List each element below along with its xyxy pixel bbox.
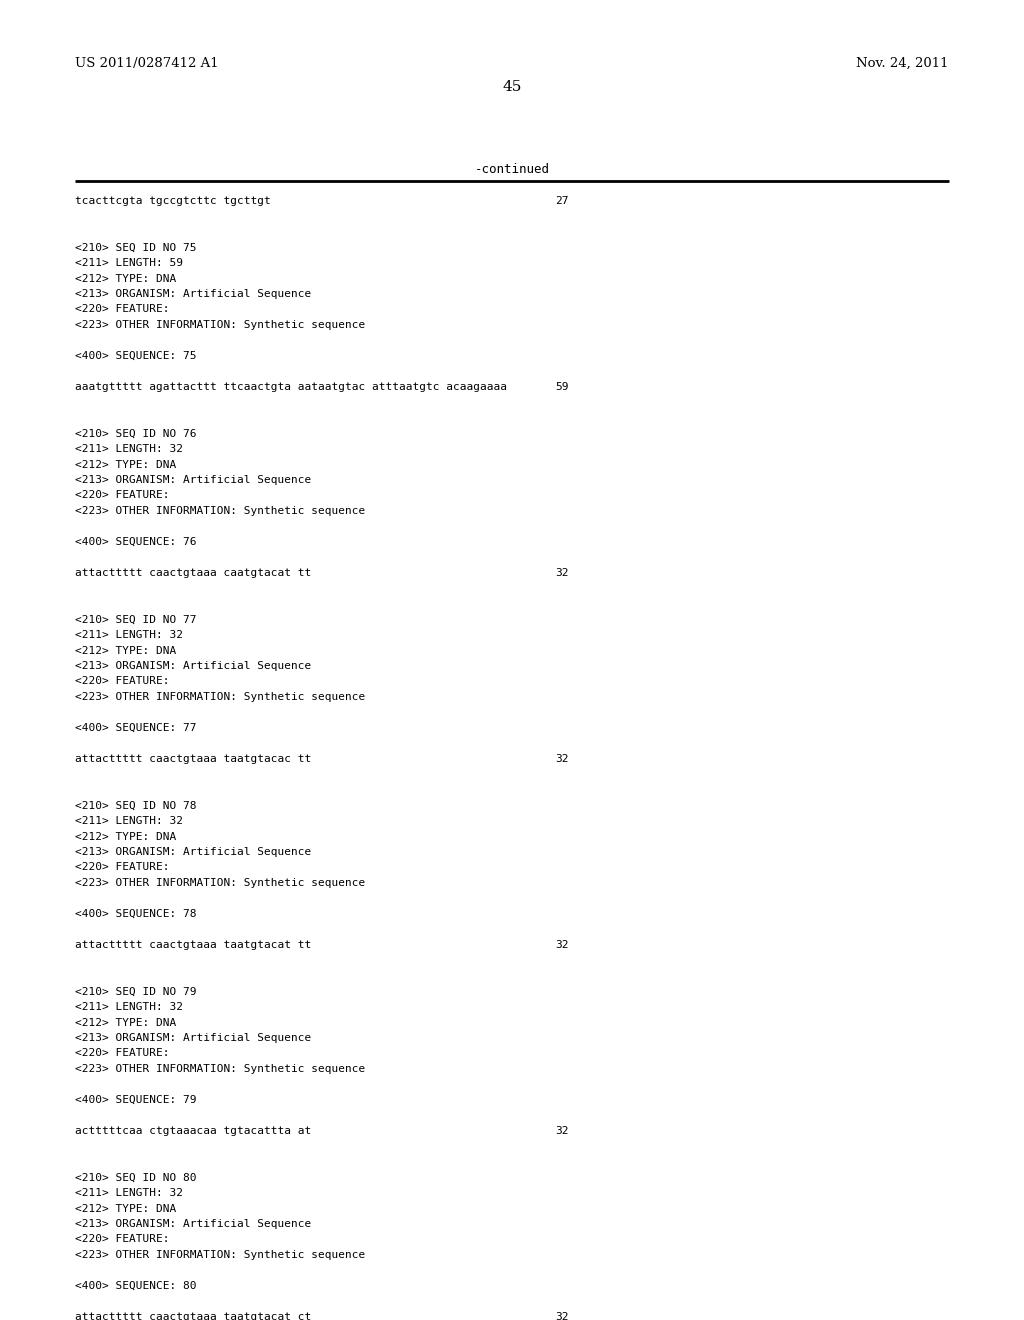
Text: 59: 59 [555, 381, 568, 392]
Text: <220> FEATURE:: <220> FEATURE: [75, 862, 170, 873]
Text: 32: 32 [555, 940, 568, 950]
Text: <400> SEQUENCE: 79: <400> SEQUENCE: 79 [75, 1096, 197, 1105]
Text: <223> OTHER INFORMATION: Synthetic sequence: <223> OTHER INFORMATION: Synthetic seque… [75, 1064, 366, 1074]
Text: 32: 32 [555, 1126, 568, 1137]
Text: attacttttt caactgtaaa taatgtacat ct: attacttttt caactgtaaa taatgtacat ct [75, 1312, 311, 1320]
Text: <220> FEATURE:: <220> FEATURE: [75, 1048, 170, 1059]
Text: <213> ORGANISM: Artificial Sequence: <213> ORGANISM: Artificial Sequence [75, 847, 311, 857]
Text: <400> SEQUENCE: 76: <400> SEQUENCE: 76 [75, 537, 197, 546]
Text: 32: 32 [555, 1312, 568, 1320]
Text: <211> LENGTH: 32: <211> LENGTH: 32 [75, 444, 183, 454]
Text: <212> TYPE: DNA: <212> TYPE: DNA [75, 1204, 176, 1213]
Text: <213> ORGANISM: Artificial Sequence: <213> ORGANISM: Artificial Sequence [75, 661, 311, 671]
Text: <211> LENGTH: 32: <211> LENGTH: 32 [75, 1188, 183, 1199]
Text: 45: 45 [503, 81, 521, 94]
Text: <220> FEATURE:: <220> FEATURE: [75, 305, 170, 314]
Text: <400> SEQUENCE: 80: <400> SEQUENCE: 80 [75, 1280, 197, 1291]
Text: <223> OTHER INFORMATION: Synthetic sequence: <223> OTHER INFORMATION: Synthetic seque… [75, 1250, 366, 1261]
Text: aaatgttttt agattacttt ttcaactgta aataatgtac atttaatgtc acaagaaaa: aaatgttttt agattacttt ttcaactgta aataatg… [75, 381, 507, 392]
Text: <211> LENGTH: 59: <211> LENGTH: 59 [75, 257, 183, 268]
Text: <212> TYPE: DNA: <212> TYPE: DNA [75, 1018, 176, 1027]
Text: <211> LENGTH: 32: <211> LENGTH: 32 [75, 630, 183, 640]
Text: <400> SEQUENCE: 77: <400> SEQUENCE: 77 [75, 723, 197, 733]
Text: <213> ORGANISM: Artificial Sequence: <213> ORGANISM: Artificial Sequence [75, 289, 311, 300]
Text: <210> SEQ ID NO 75: <210> SEQ ID NO 75 [75, 243, 197, 252]
Text: attacttttt caactgtaaa taatgtacat tt: attacttttt caactgtaaa taatgtacat tt [75, 940, 311, 950]
Text: <210> SEQ ID NO 76: <210> SEQ ID NO 76 [75, 429, 197, 438]
Text: <213> ORGANISM: Artificial Sequence: <213> ORGANISM: Artificial Sequence [75, 1218, 311, 1229]
Text: <220> FEATURE:: <220> FEATURE: [75, 491, 170, 500]
Text: <223> OTHER INFORMATION: Synthetic sequence: <223> OTHER INFORMATION: Synthetic seque… [75, 319, 366, 330]
Text: <210> SEQ ID NO 80: <210> SEQ ID NO 80 [75, 1172, 197, 1183]
Text: <223> OTHER INFORMATION: Synthetic sequence: <223> OTHER INFORMATION: Synthetic seque… [75, 692, 366, 702]
Text: <211> LENGTH: 32: <211> LENGTH: 32 [75, 1002, 183, 1012]
Text: <213> ORGANISM: Artificial Sequence: <213> ORGANISM: Artificial Sequence [75, 475, 311, 484]
Text: <220> FEATURE:: <220> FEATURE: [75, 676, 170, 686]
Text: 32: 32 [555, 568, 568, 578]
Text: tcacttcgta tgccgtcttc tgcttgt: tcacttcgta tgccgtcttc tgcttgt [75, 195, 270, 206]
Text: Nov. 24, 2011: Nov. 24, 2011 [856, 57, 949, 70]
Text: <210> SEQ ID NO 79: <210> SEQ ID NO 79 [75, 986, 197, 997]
Text: -continued: -continued [474, 162, 550, 176]
Text: <212> TYPE: DNA: <212> TYPE: DNA [75, 645, 176, 656]
Text: <400> SEQUENCE: 75: <400> SEQUENCE: 75 [75, 351, 197, 360]
Text: attacttttt caactgtaaa taatgtacac tt: attacttttt caactgtaaa taatgtacac tt [75, 754, 311, 764]
Text: <223> OTHER INFORMATION: Synthetic sequence: <223> OTHER INFORMATION: Synthetic seque… [75, 506, 366, 516]
Text: <210> SEQ ID NO 78: <210> SEQ ID NO 78 [75, 800, 197, 810]
Text: <211> LENGTH: 32: <211> LENGTH: 32 [75, 816, 183, 826]
Text: <212> TYPE: DNA: <212> TYPE: DNA [75, 459, 176, 470]
Text: <212> TYPE: DNA: <212> TYPE: DNA [75, 832, 176, 842]
Text: actttttcaa ctgtaaacaa tgtacattta at: actttttcaa ctgtaaacaa tgtacattta at [75, 1126, 311, 1137]
Text: <220> FEATURE:: <220> FEATURE: [75, 1234, 170, 1245]
Text: <213> ORGANISM: Artificial Sequence: <213> ORGANISM: Artificial Sequence [75, 1034, 311, 1043]
Text: <223> OTHER INFORMATION: Synthetic sequence: <223> OTHER INFORMATION: Synthetic seque… [75, 878, 366, 888]
Text: 32: 32 [555, 754, 568, 764]
Text: US 2011/0287412 A1: US 2011/0287412 A1 [75, 57, 219, 70]
Text: <212> TYPE: DNA: <212> TYPE: DNA [75, 273, 176, 284]
Text: 27: 27 [555, 195, 568, 206]
Text: <210> SEQ ID NO 77: <210> SEQ ID NO 77 [75, 615, 197, 624]
Text: attacttttt caactgtaaa caatgtacat tt: attacttttt caactgtaaa caatgtacat tt [75, 568, 311, 578]
Text: <400> SEQUENCE: 78: <400> SEQUENCE: 78 [75, 909, 197, 919]
